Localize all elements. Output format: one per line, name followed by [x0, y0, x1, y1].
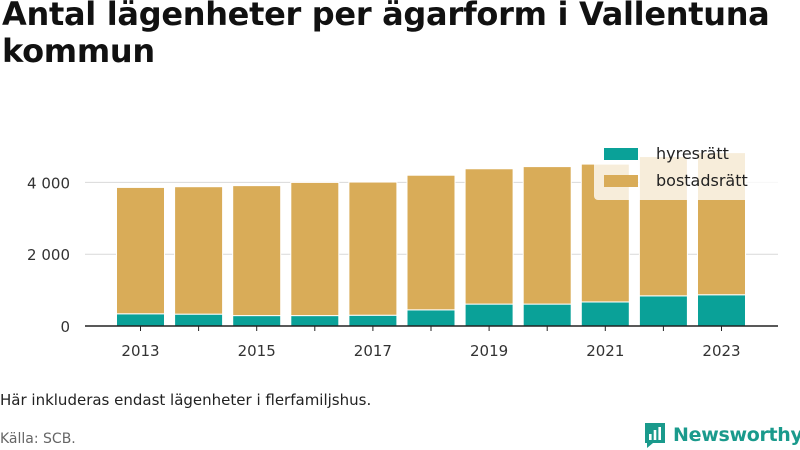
- bar-bostadsratt-2014: [174, 186, 224, 315]
- bar-hyresratt-2014: [174, 313, 224, 327]
- y-tick-label: 0: [60, 318, 70, 336]
- bar-hyresratt-2017: [348, 314, 398, 327]
- bar-bostadsratt-2016: [290, 181, 340, 317]
- brand-name: Newsworthy: [673, 424, 800, 446]
- x-tick-label: 2017: [354, 342, 392, 360]
- y-tick-label: 4 000: [27, 174, 70, 192]
- bar-hyresratt-2022: [638, 295, 688, 327]
- legend-swatch: [604, 175, 638, 187]
- bar-hyresratt-2013: [116, 313, 165, 327]
- bar-chart: 0 2 000 4 000 2013 2015 2017 2019 2021 2023 hyre…: [27, 138, 778, 360]
- legend-swatch: [604, 148, 638, 160]
- bar-bostadsratt-2013: [116, 186, 165, 315]
- bar-hyresratt-2016: [290, 315, 340, 327]
- x-tick-label: 2013: [121, 342, 159, 360]
- source-text: Källa: SCB.: [0, 431, 76, 447]
- x-tick-label: 2019: [470, 342, 508, 360]
- x-tick-label: 2021: [586, 342, 624, 360]
- bar-bostadsratt-2015: [232, 185, 282, 317]
- x-tick-label: 2023: [702, 342, 740, 360]
- x-tick-label: 2015: [238, 342, 276, 360]
- axes: 0 2 000 4 000 2013 2015 2017 2019 2021 2023: [27, 174, 778, 360]
- y-tick-label: 2 000: [27, 246, 70, 264]
- chart-title: Antal lägenheter per ägarform i Vallentu…: [2, 0, 770, 70]
- legend-background: [594, 138, 778, 200]
- legend-label: bostadsrätt: [656, 171, 748, 190]
- bar-hyresratt-2015: [232, 315, 282, 327]
- bar-hyresratt-2018: [406, 309, 456, 327]
- bar-bostadsratt-2017: [348, 181, 398, 316]
- bar-chart-speech-icon: [645, 423, 665, 448]
- bar-hyresratt-2019: [464, 303, 514, 327]
- brand-logo: Newsworthy: [643, 420, 800, 450]
- bar-hyresratt-2021: [580, 301, 630, 327]
- legend: hyresrätt bostadsrätt: [594, 138, 778, 200]
- chart-note: Här inkluderas endast lägenheter i flerf…: [0, 391, 372, 409]
- bar-hyresratt-2023: [697, 294, 746, 327]
- legend-label: hyresrätt: [656, 144, 729, 163]
- bar-bostadsratt-2018: [406, 174, 456, 311]
- bar-bostadsratt-2020: [522, 166, 572, 305]
- bar-hyresratt-2020: [522, 303, 572, 327]
- bar-bostadsratt-2019: [464, 168, 514, 305]
